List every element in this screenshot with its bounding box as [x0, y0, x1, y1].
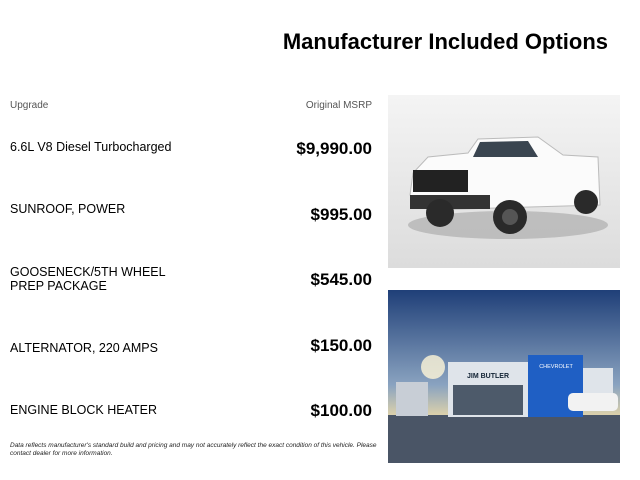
disclaimer: Data reflects manufacturer's standard bu…	[10, 442, 377, 457]
option-name: SUNROOF, POWER	[10, 202, 126, 216]
option-price: $545.00	[310, 270, 372, 289]
dealer-sign: JIM BUTLER	[467, 373, 509, 380]
upgrade-header: Upgrade	[10, 100, 49, 111]
option-price: $100.00	[310, 401, 372, 420]
brand-sign: CHEVROLET	[539, 364, 573, 370]
option-name: ALTERNATOR, 220 AMPS	[10, 341, 158, 355]
dealership-image: JIM BUTLER CHEVROLET	[388, 290, 620, 463]
option-price: $995.00	[310, 205, 372, 224]
page-title: Manufacturer Included Options	[282, 29, 608, 54]
option-name: 6.6L V8 Diesel Turbocharged	[10, 140, 172, 154]
truck-image	[388, 95, 620, 268]
option-price: $150.00	[310, 336, 372, 355]
msrp-header: Original MSRP	[305, 100, 372, 111]
option-name: GOOSENECK/5TH WHEEL PREP PACKAGE	[10, 265, 166, 293]
option-name: ENGINE BLOCK HEATER	[10, 403, 158, 417]
option-price: $9,990.00	[296, 139, 372, 158]
